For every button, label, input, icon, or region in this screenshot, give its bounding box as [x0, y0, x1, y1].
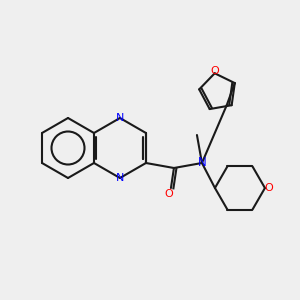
- Text: N: N: [198, 157, 206, 169]
- Text: N: N: [116, 173, 124, 183]
- Text: O: O: [265, 183, 273, 193]
- Text: N: N: [116, 113, 124, 123]
- Text: O: O: [165, 189, 173, 199]
- Text: O: O: [210, 66, 219, 76]
